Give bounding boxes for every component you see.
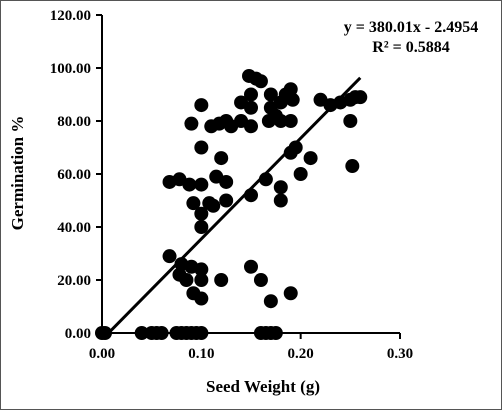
y-tick-label: 0.00 [65, 326, 91, 342]
y-tick-label: 20.00 [57, 273, 91, 289]
data-point [273, 114, 288, 128]
data-point [214, 273, 229, 287]
data-point [273, 193, 288, 208]
data-point [186, 196, 201, 211]
data-point [303, 151, 318, 166]
y-axis-title: Germination % [8, 116, 27, 231]
data-point [283, 286, 298, 301]
data-point [283, 145, 298, 160]
data-point [285, 92, 300, 107]
data-point [258, 172, 273, 187]
data-point [353, 90, 368, 105]
data-point [184, 116, 199, 131]
data-point [343, 114, 358, 128]
x-tick-label: 0.10 [188, 346, 214, 362]
data-point [206, 198, 221, 213]
y-tick-label: 100.00 [50, 61, 91, 77]
data-point [194, 98, 209, 113]
data-point [345, 159, 360, 174]
trendline [107, 76, 362, 334]
data-point [253, 74, 268, 89]
r-squared-annotation: R² = 0.5884 [372, 39, 449, 56]
data-point [162, 249, 177, 264]
data-point [293, 167, 308, 181]
data-point [283, 82, 298, 97]
y-tick-label: 80.00 [57, 114, 91, 130]
data-point [194, 291, 209, 306]
data-point [263, 87, 278, 102]
data-point [179, 273, 194, 287]
x-tick-label: 0.00 [89, 346, 115, 362]
data-point [253, 273, 268, 287]
data-point [244, 259, 258, 274]
x-tick-label: 0.20 [288, 346, 314, 362]
y-tick-label: 40.00 [57, 220, 91, 236]
data-point [214, 151, 229, 166]
data-point [244, 188, 258, 203]
x-axis-title: Seed Weight (g) [206, 377, 320, 396]
data-point [194, 206, 209, 221]
data-point [182, 177, 197, 192]
data-point [219, 193, 234, 208]
data-point [273, 180, 288, 195]
data-point [263, 294, 278, 309]
data-point [283, 114, 298, 128]
y-tick-label: 120.00 [50, 8, 91, 24]
y-tick-label: 60.00 [57, 167, 91, 183]
equation-annotation: y = 380.01x - 2.4954 [344, 19, 478, 36]
data-point [244, 87, 258, 102]
x-tick-label: 0.30 [387, 346, 413, 362]
data-point [194, 273, 209, 287]
data-point [219, 174, 234, 189]
data-point [244, 119, 258, 134]
data-point [244, 100, 258, 115]
data-point [194, 140, 209, 155]
data-point [194, 177, 209, 192]
data-point [194, 220, 209, 234]
data-point [194, 262, 209, 277]
